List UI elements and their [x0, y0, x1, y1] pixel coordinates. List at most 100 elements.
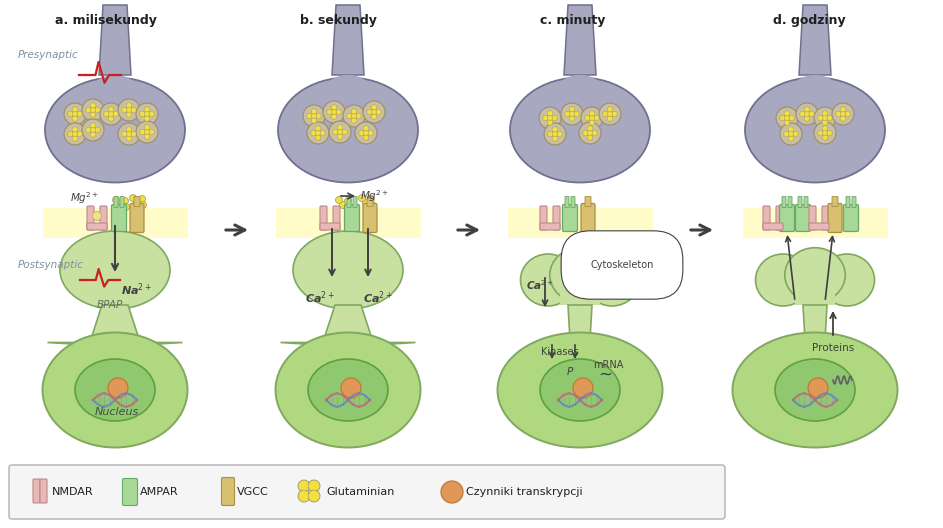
Ellipse shape	[75, 359, 155, 421]
Circle shape	[818, 130, 823, 136]
Circle shape	[338, 129, 342, 135]
Circle shape	[581, 107, 603, 129]
FancyBboxPatch shape	[776, 206, 783, 230]
Circle shape	[822, 130, 828, 136]
Circle shape	[91, 112, 96, 117]
Circle shape	[362, 200, 370, 206]
Circle shape	[548, 116, 553, 120]
Circle shape	[553, 127, 558, 133]
FancyBboxPatch shape	[111, 204, 126, 231]
FancyBboxPatch shape	[581, 203, 595, 232]
FancyBboxPatch shape	[828, 203, 842, 232]
Circle shape	[591, 130, 597, 136]
Text: Na$^{2+}$: Na$^{2+}$	[121, 282, 152, 298]
Circle shape	[587, 130, 592, 136]
Circle shape	[329, 121, 351, 143]
Circle shape	[126, 131, 131, 137]
Circle shape	[822, 126, 828, 131]
FancyBboxPatch shape	[788, 196, 792, 208]
FancyBboxPatch shape	[130, 203, 144, 232]
Circle shape	[352, 114, 356, 118]
Circle shape	[840, 116, 846, 121]
Circle shape	[91, 122, 96, 128]
FancyBboxPatch shape	[565, 196, 569, 208]
Polygon shape	[568, 305, 592, 340]
Circle shape	[104, 111, 109, 117]
Text: Ca$^{2+}$: Ca$^{2+}$	[306, 290, 335, 306]
Circle shape	[607, 116, 613, 121]
Circle shape	[336, 196, 342, 203]
FancyBboxPatch shape	[87, 223, 107, 230]
Ellipse shape	[60, 231, 170, 309]
Circle shape	[326, 109, 332, 115]
Circle shape	[118, 123, 140, 145]
Polygon shape	[47, 343, 183, 345]
Circle shape	[144, 125, 150, 130]
Circle shape	[808, 378, 828, 398]
Circle shape	[76, 111, 82, 117]
Circle shape	[341, 378, 361, 398]
Circle shape	[82, 99, 104, 121]
Circle shape	[832, 103, 854, 125]
Circle shape	[573, 111, 579, 117]
Circle shape	[351, 118, 356, 124]
Polygon shape	[803, 305, 827, 340]
Circle shape	[607, 107, 613, 112]
FancyBboxPatch shape	[763, 223, 783, 230]
Circle shape	[315, 495, 319, 497]
Circle shape	[599, 103, 621, 125]
Circle shape	[73, 111, 77, 117]
Text: Proteins: Proteins	[812, 343, 854, 353]
Circle shape	[113, 111, 118, 117]
Circle shape	[94, 127, 100, 133]
Ellipse shape	[510, 78, 650, 183]
Circle shape	[82, 119, 104, 141]
FancyBboxPatch shape	[798, 196, 802, 208]
FancyBboxPatch shape	[42, 208, 188, 238]
Text: P: P	[567, 367, 573, 377]
Ellipse shape	[745, 78, 885, 183]
FancyBboxPatch shape	[782, 196, 786, 208]
Circle shape	[144, 116, 150, 121]
Circle shape	[140, 129, 145, 135]
Ellipse shape	[521, 254, 575, 306]
Polygon shape	[332, 5, 364, 75]
Circle shape	[140, 111, 145, 117]
Circle shape	[338, 134, 343, 139]
FancyBboxPatch shape	[809, 206, 816, 230]
Circle shape	[570, 107, 575, 112]
FancyBboxPatch shape	[742, 208, 887, 238]
Circle shape	[316, 130, 321, 136]
Polygon shape	[99, 5, 131, 75]
Circle shape	[100, 103, 122, 125]
Circle shape	[565, 111, 571, 117]
Ellipse shape	[278, 78, 418, 183]
Circle shape	[544, 123, 566, 145]
Circle shape	[333, 129, 339, 135]
Circle shape	[118, 99, 140, 121]
FancyBboxPatch shape	[763, 206, 770, 230]
Polygon shape	[280, 343, 416, 345]
FancyBboxPatch shape	[33, 479, 40, 503]
Text: Czynniki transkrypcji: Czynniki transkrypcji	[466, 487, 583, 497]
Circle shape	[573, 378, 593, 398]
Circle shape	[94, 107, 100, 113]
Circle shape	[73, 136, 78, 142]
Circle shape	[300, 495, 303, 497]
FancyBboxPatch shape	[40, 479, 47, 503]
Circle shape	[310, 130, 316, 136]
Circle shape	[308, 480, 320, 492]
Circle shape	[68, 131, 74, 137]
FancyBboxPatch shape	[832, 196, 838, 206]
Circle shape	[86, 127, 91, 133]
Circle shape	[788, 115, 794, 121]
FancyBboxPatch shape	[87, 206, 94, 230]
Circle shape	[788, 136, 794, 142]
Circle shape	[368, 130, 373, 136]
Circle shape	[341, 129, 347, 135]
Circle shape	[788, 131, 793, 137]
Circle shape	[785, 111, 790, 116]
Ellipse shape	[790, 75, 839, 111]
Circle shape	[73, 116, 78, 121]
Circle shape	[300, 485, 303, 487]
